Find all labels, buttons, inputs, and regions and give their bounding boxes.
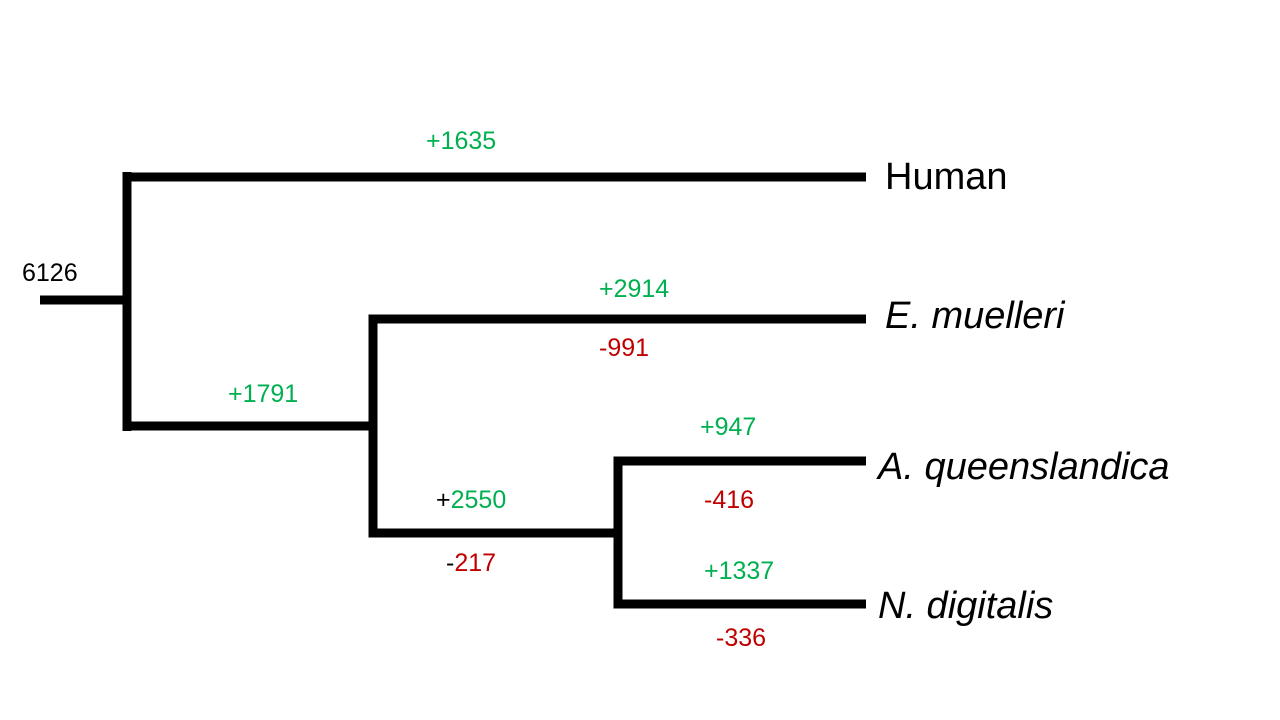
aq-nd-gain-sign: + [436,486,451,514]
n-digitalis-gain-label: +1337 [704,557,774,585]
aq-nd-loss-sign: - [446,549,454,577]
root-count-label: 6126 [22,259,78,287]
taxon-label-human: Human [885,156,1008,198]
e-muelleri-gain-label: +2914 [599,275,669,303]
sponges-gain-label: +1791 [228,380,298,408]
e-muelleri-loss-label: -991 [599,334,649,362]
aq-nd-gain-label: +2550 [436,486,506,514]
taxon-label-n-digitalis: N. digitalis [878,585,1053,627]
taxon-label-a-queenslandica: A. queenslandica [876,446,1170,488]
aq-nd-loss-value: 217 [454,549,496,577]
n-digitalis-loss-label: -336 [716,624,766,652]
aq-nd-loss-label: -217 [446,549,496,577]
taxon-label-e-muelleri: E. muelleri [885,295,1066,337]
a-queenslandica-gain-label: +947 [700,413,756,441]
a-queenslandica-loss-label: -416 [704,486,754,514]
human-gain-label: +1635 [426,127,496,155]
aq-nd-gain-value: 2550 [451,486,507,514]
